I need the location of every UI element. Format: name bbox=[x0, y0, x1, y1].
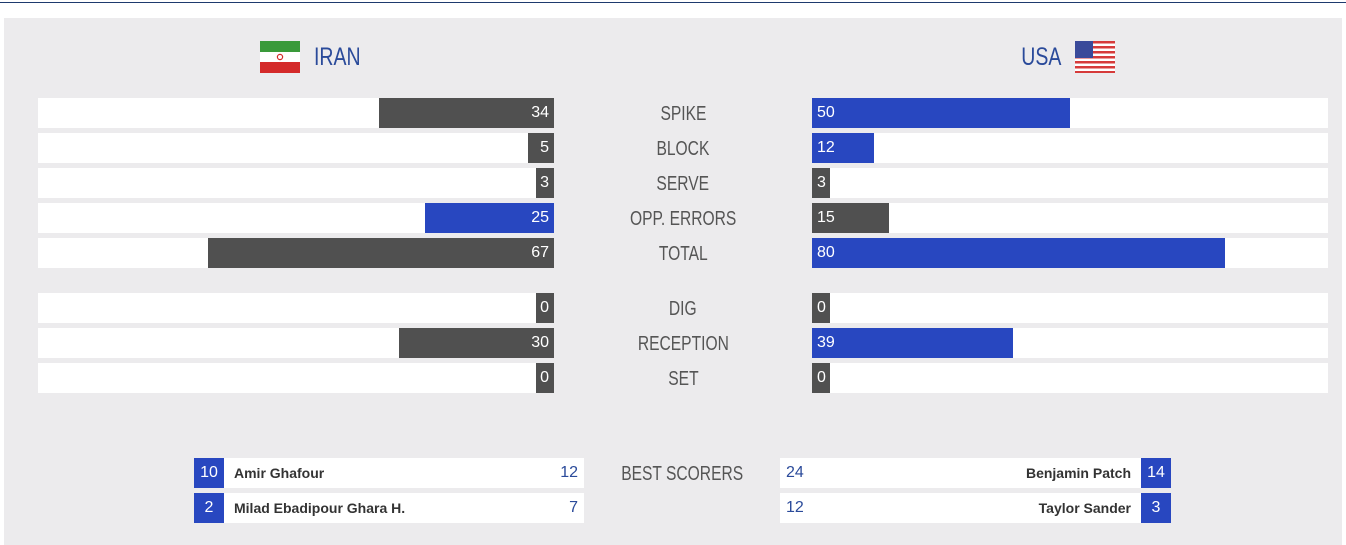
home-bar-track: 0 bbox=[38, 363, 554, 393]
stat-label: RECEPTION bbox=[637, 333, 729, 355]
away-bar-track: 0 bbox=[812, 293, 1328, 323]
stat-label: TOTAL bbox=[658, 243, 708, 265]
stat-row-total: 67 TOTAL 80 bbox=[0, 238, 1346, 268]
away-stat-bar: 3 bbox=[812, 168, 830, 198]
away-stat-bar: 0 bbox=[812, 363, 830, 393]
scorer-strip bbox=[224, 493, 584, 523]
player-points: 24 bbox=[786, 464, 804, 481]
home-bar-track: 30 bbox=[38, 328, 554, 358]
away-bar-track: 39 bbox=[812, 328, 1328, 358]
stat-row-opp-errors: 25 OPP. ERRORS 15 bbox=[0, 203, 1346, 233]
scorer-strip bbox=[780, 493, 1141, 523]
home-stat-bar: 0 bbox=[536, 363, 554, 393]
iran-flag-icon bbox=[260, 41, 300, 73]
team-header-iran: IRAN bbox=[260, 40, 374, 74]
best-scorers-label: BEST SCORERS bbox=[621, 463, 743, 485]
home-bar-track: 25 bbox=[38, 203, 554, 233]
home-bar-track: 34 bbox=[38, 98, 554, 128]
jersey-number: 14 bbox=[1141, 458, 1171, 488]
player-points: 7 bbox=[569, 499, 578, 516]
home-bar-track: 67 bbox=[38, 238, 554, 268]
player-name: Milad Ebadipour Ghara H. bbox=[234, 500, 406, 516]
home-bar-track: 0 bbox=[38, 293, 554, 323]
stat-row-reception: 30 RECEPTION 39 bbox=[0, 328, 1346, 358]
home-stat-bar: 34 bbox=[379, 98, 554, 128]
home-bar-track: 3 bbox=[38, 168, 554, 198]
stat-label: SERVE bbox=[656, 173, 710, 195]
stat-row-block: 5 BLOCK 12 bbox=[0, 133, 1346, 163]
jersey-number: 2 bbox=[194, 493, 224, 523]
player-points: 12 bbox=[560, 464, 578, 481]
stat-label: SPIKE bbox=[660, 103, 706, 125]
home-stat-bar: 67 bbox=[208, 238, 554, 268]
away-bar-track: 15 bbox=[812, 203, 1328, 233]
stat-row-serve: 3 SERVE 3 bbox=[0, 168, 1346, 198]
scorer-strip bbox=[224, 458, 584, 488]
stat-row-spike: 34 SPIKE 50 bbox=[0, 98, 1346, 128]
away-bar-track: 0 bbox=[812, 363, 1328, 393]
away-stat-bar: 15 bbox=[812, 203, 889, 233]
away-bar-track: 80 bbox=[812, 238, 1328, 268]
stat-label: OPP. ERRORS bbox=[629, 208, 737, 230]
jersey-number: 3 bbox=[1141, 493, 1171, 523]
away-stat-bar: 0 bbox=[812, 293, 830, 323]
scorer-strip bbox=[780, 458, 1141, 488]
stat-label: BLOCK bbox=[656, 138, 710, 160]
home-stat-bar: 30 bbox=[399, 328, 554, 358]
away-bar-track: 50 bbox=[812, 98, 1328, 128]
team-name-usa: USA bbox=[1021, 42, 1062, 71]
player-name: Amir Ghafour bbox=[234, 465, 325, 481]
home-stat-bar: 3 bbox=[536, 168, 554, 198]
player-points: 12 bbox=[786, 499, 804, 516]
home-stat-bar: 0 bbox=[536, 293, 554, 323]
stat-row-dig: 0 DIG 0 bbox=[0, 293, 1346, 323]
stat-row-set: 0 SET 0 bbox=[0, 363, 1346, 393]
top-rule bbox=[0, 2, 1346, 3]
away-stat-bar: 80 bbox=[812, 238, 1225, 268]
away-bar-track: 12 bbox=[812, 133, 1328, 163]
usa-flag-icon bbox=[1075, 41, 1116, 73]
away-stat-bar: 50 bbox=[812, 98, 1070, 128]
away-stat-bar: 39 bbox=[812, 328, 1013, 358]
home-stat-bar: 5 bbox=[528, 133, 554, 163]
away-bar-track: 3 bbox=[812, 168, 1328, 198]
player-name: Taylor Sander bbox=[1038, 500, 1131, 516]
home-bar-track: 5 bbox=[38, 133, 554, 163]
stat-label: SET bbox=[667, 368, 699, 390]
player-name: Benjamin Patch bbox=[1025, 465, 1131, 481]
stat-label: DIG bbox=[669, 298, 697, 320]
jersey-number: 10 bbox=[194, 458, 224, 488]
team-name-iran: IRAN bbox=[314, 42, 361, 71]
home-stat-bar: 25 bbox=[425, 203, 554, 233]
away-stat-bar: 12 bbox=[812, 133, 874, 163]
team-header-usa: USA bbox=[1010, 40, 1116, 74]
